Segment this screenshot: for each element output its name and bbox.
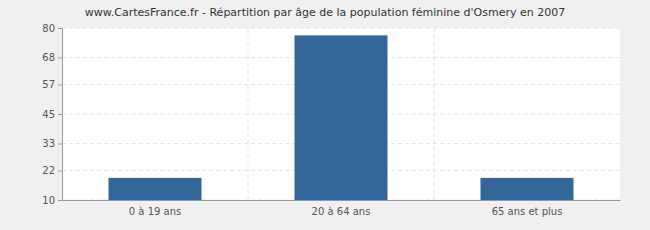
y-axis: 10 22 33 45 57 68 80 (42, 23, 62, 206)
title: www.CartesFrance.fr - Répartition par âg… (85, 6, 565, 19)
y-tick-mark (58, 200, 62, 201)
y-axis-line (58, 29, 63, 201)
y-tick-mark (58, 57, 62, 58)
y-tick-mark (58, 171, 62, 172)
y-tick-mark (58, 143, 62, 144)
y-tick-label: 22 (42, 165, 55, 176)
y-tick-label: 57 (42, 79, 55, 90)
bar (481, 178, 574, 200)
plot: 10 22 33 45 57 68 80 0 à 19 ans 20 à 64 ans 65 an… (42, 23, 620, 217)
plot-area (62, 28, 620, 200)
grid-line-vertical (248, 28, 249, 200)
background (0, 0, 650, 230)
x-axis-line (63, 200, 621, 201)
y-tick-label: 80 (42, 23, 55, 34)
x-axis: 0 à 19 ans 20 à 64 ans 65 ans et plus (63, 201, 621, 218)
y-tick: 45 (42, 109, 62, 120)
y-tick-mark (58, 114, 62, 115)
x-tick: 20 à 64 ans (312, 206, 371, 217)
grid (62, 28, 620, 200)
y-tick: 33 (42, 138, 62, 149)
y-tick-label: 10 (42, 195, 55, 206)
x-tick: 65 ans et plus (492, 206, 563, 217)
x-tick-label: 0 à 19 ans (129, 206, 181, 217)
y-tick-mark (58, 85, 62, 86)
bars (109, 35, 574, 200)
y-tick-mark (58, 28, 62, 29)
y-tick: 80 (42, 23, 62, 34)
grid-line-vertical (434, 28, 435, 200)
y-tick: 57 (42, 79, 62, 90)
y-tick: 22 (42, 165, 62, 176)
y-tick-label: 45 (42, 109, 55, 120)
y-tick-label: 33 (42, 138, 55, 149)
grid-line (62, 28, 620, 29)
y-tick: 10 (42, 195, 62, 206)
bar (295, 35, 388, 200)
bar (109, 178, 202, 200)
x-tick-label: 20 à 64 ans (312, 206, 371, 217)
y-tick-label: 68 (42, 52, 55, 63)
x-tick-label: 65 ans et plus (492, 206, 563, 217)
x-tick: 0 à 19 ans (129, 206, 181, 217)
y-tick: 68 (42, 52, 62, 63)
